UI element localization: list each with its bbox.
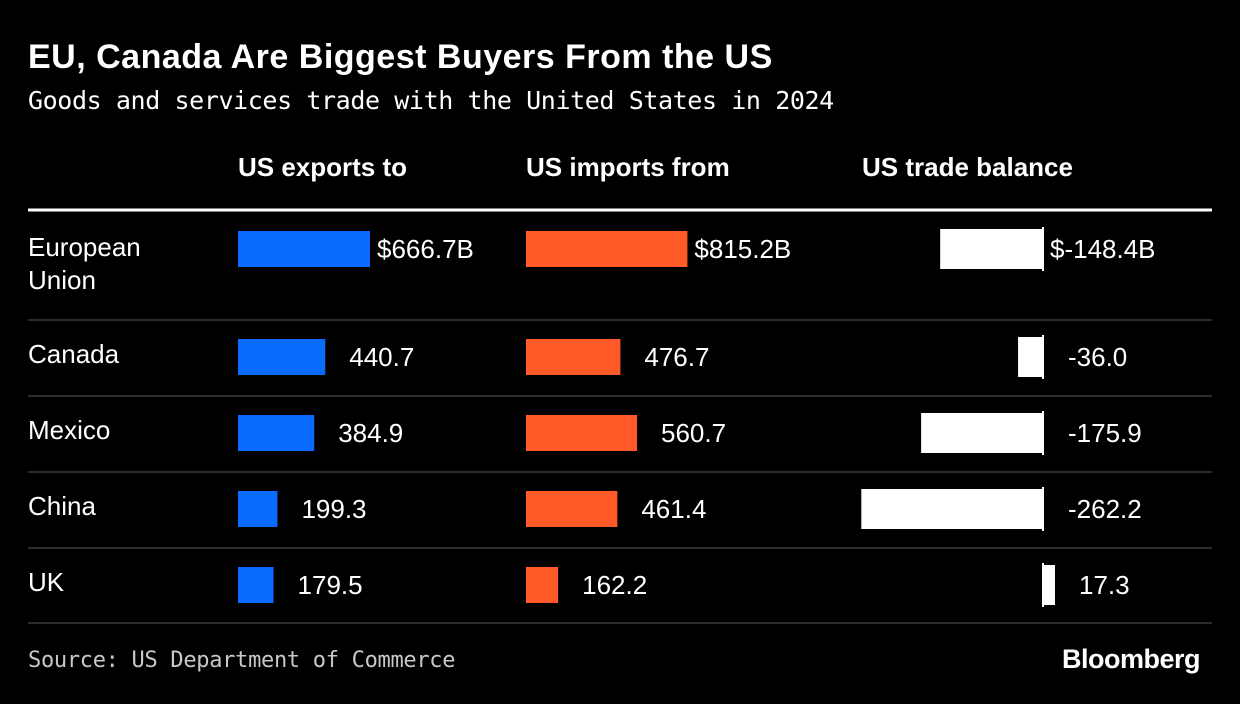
imports-bar (526, 231, 688, 267)
category-label: UK (28, 567, 65, 597)
balance-value-label: -175.9 (1068, 418, 1142, 448)
imports-bar (526, 491, 618, 527)
exports-bar (238, 415, 315, 451)
column-header-1: US exports to (238, 152, 407, 182)
category-label: China (28, 491, 96, 521)
category-label: Union (28, 265, 96, 295)
imports-value-label: 162.2 (582, 570, 647, 600)
imports-bar (526, 415, 638, 451)
exports-value-label: 440.7 (349, 342, 414, 372)
imports-value-label: 560.7 (661, 418, 726, 448)
balance-bar (921, 413, 1043, 453)
balance-bar (1043, 565, 1055, 605)
exports-bar (238, 567, 274, 603)
category-label: European (28, 232, 141, 262)
bloomberg-logo: Bloomberg (1061, 644, 1201, 674)
exports-value-label: 384.9 (338, 418, 403, 448)
source-note: Source: US Department of Commerce (28, 648, 456, 673)
balance-bar (1018, 337, 1043, 377)
imports-bar (526, 567, 559, 603)
exports-bar (238, 491, 278, 527)
chart-title: EU, Canada Are Biggest Buyers From the U… (28, 38, 773, 76)
exports-value-label: $666.7B (377, 234, 474, 264)
column-header-2: US imports from (526, 152, 730, 182)
exports-value-label: 179.5 (298, 570, 363, 600)
balance-bar (940, 229, 1043, 269)
chart-subtitle: Goods and services trade with the United… (28, 86, 834, 115)
column-header-3: US trade balance (862, 152, 1073, 182)
balance-value-label: -262.2 (1068, 494, 1142, 524)
exports-bar (238, 231, 371, 267)
exports-value-label: 199.3 (301, 494, 366, 524)
imports-value-label: 476.7 (644, 342, 709, 372)
exports-bar (238, 339, 326, 375)
imports-bar (526, 339, 621, 375)
imports-value-label: 461.4 (641, 494, 706, 524)
category-label: Mexico (28, 415, 110, 445)
balance-value-label: $-148.4B (1050, 234, 1156, 264)
balance-value-label: -36.0 (1068, 342, 1127, 372)
balance-bar (861, 489, 1043, 529)
balance-value-label: 17.3 (1079, 570, 1130, 600)
category-label: Canada (28, 339, 120, 369)
imports-value-label: $815.2B (694, 234, 791, 264)
